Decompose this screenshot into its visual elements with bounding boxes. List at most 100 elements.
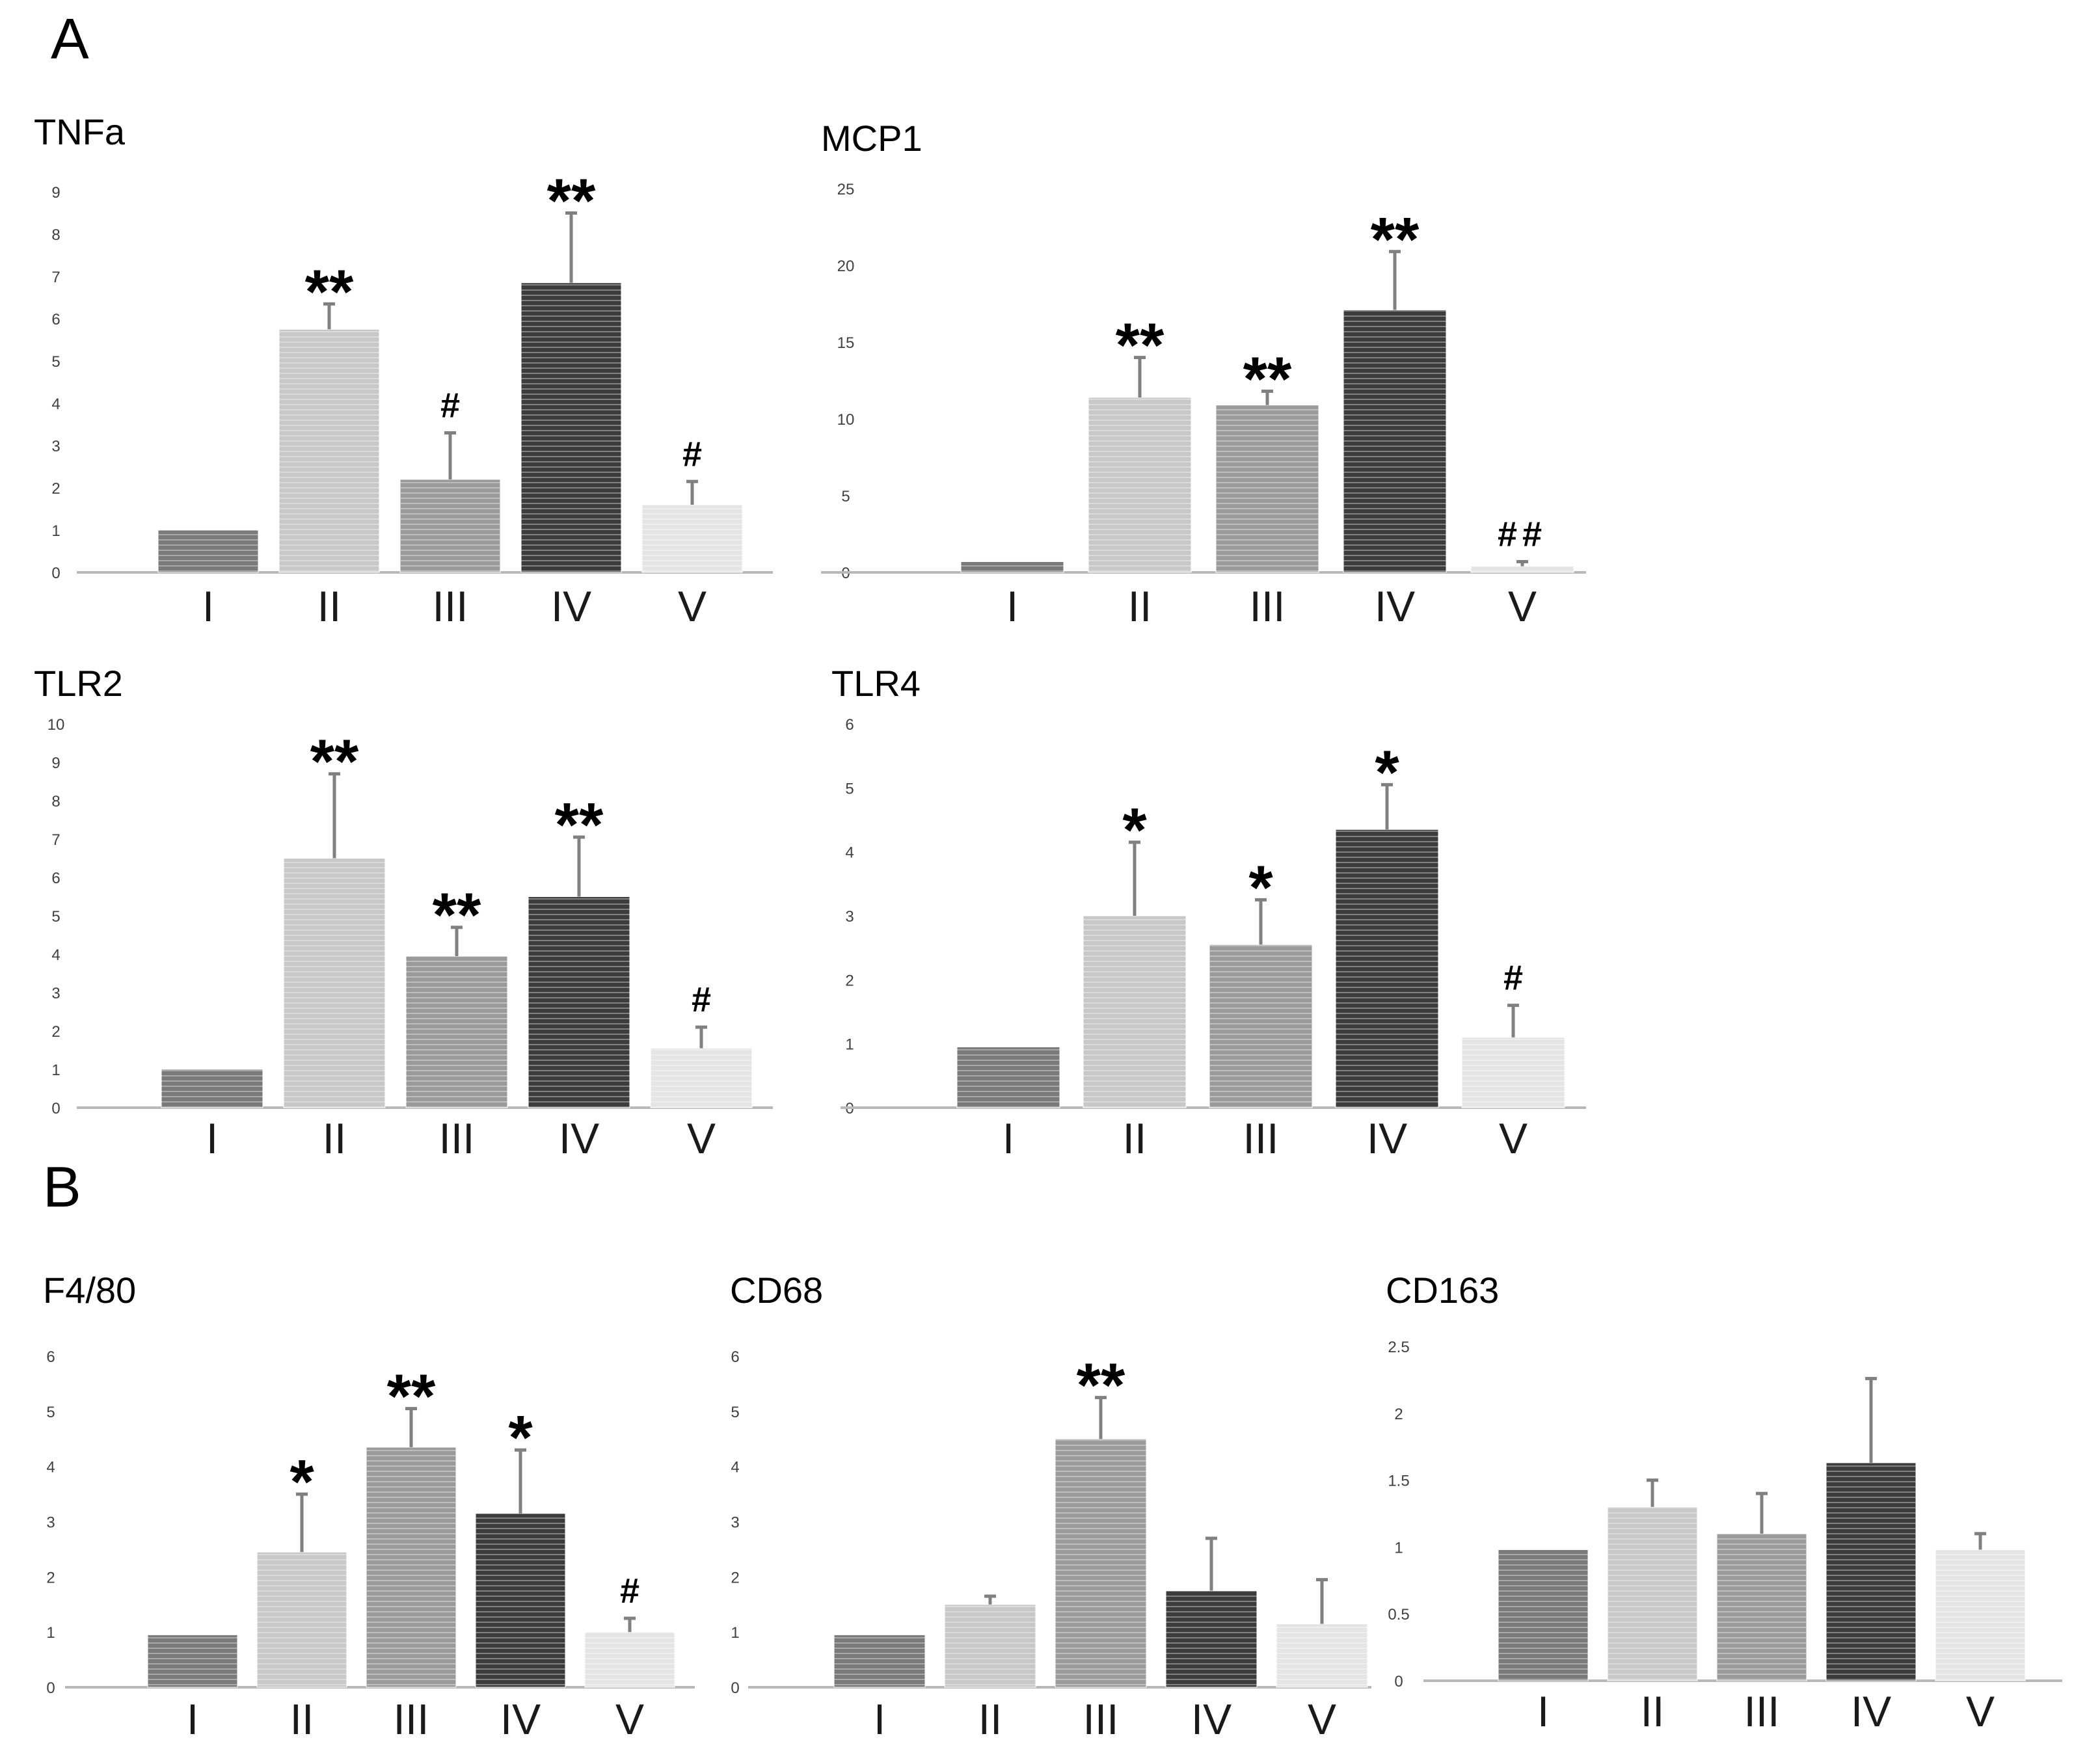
x-category-label: IV [551, 582, 591, 630]
x-category-label: III [1243, 1114, 1278, 1162]
significance-marker: ** [1116, 311, 1165, 381]
x-category-label: V [678, 582, 707, 630]
y-tick-label: 5 [51, 908, 60, 926]
bar-tnfa-iv [520, 282, 622, 573]
y-tick-label: 8 [51, 793, 60, 810]
y-tick-label: 0 [46, 1679, 55, 1697]
y-tick-label: 7 [51, 269, 60, 286]
y-tick-label: 15 [837, 334, 855, 352]
x-category-label: I [1537, 1687, 1549, 1735]
bar-cd68-ii [944, 1604, 1036, 1688]
bar-tnfa-i [157, 529, 259, 573]
y-tick-label: 7 [51, 831, 60, 849]
y-tick-label: 1 [1394, 1539, 1403, 1557]
y-tick-label: 1.5 [1388, 1473, 1409, 1490]
y-tick-label: 0.5 [1388, 1606, 1409, 1624]
y-tick-label: 1 [731, 1624, 739, 1642]
bar-cd68-v [1276, 1623, 1368, 1688]
y-tick-label: 2 [1394, 1406, 1403, 1423]
x-category-label: V [1499, 1114, 1528, 1162]
y-tick-label: 1 [51, 522, 60, 540]
x-category-label: III [393, 1695, 429, 1743]
bar-tnfa-iii [399, 479, 501, 573]
bar-tlr4-iii [1209, 944, 1313, 1108]
y-tick-label: 6 [51, 870, 60, 887]
x-category-label: II [323, 1114, 347, 1162]
y-tick-label: 2 [731, 1569, 739, 1586]
bar-f480-iv [475, 1513, 566, 1688]
significance-marker: ** [1371, 205, 1420, 274]
x-category-label: I [206, 1114, 218, 1162]
y-tick-label: 3 [731, 1514, 739, 1532]
x-category-label: III [1083, 1695, 1118, 1743]
bar-cd163-v [1935, 1549, 2026, 1681]
x-category-label: IV [1367, 1114, 1407, 1162]
bar-f480-i [147, 1634, 238, 1688]
chart-title-tlr2: TLR2 [34, 663, 123, 704]
significance-marker: ** [1077, 1351, 1125, 1421]
x-category-label: III [438, 1114, 474, 1162]
x-category-label: III [1744, 1687, 1779, 1735]
significance-marker: ** [555, 790, 604, 860]
bar-tlr2-v [650, 1048, 753, 1108]
significance-marker: * [290, 1447, 314, 1517]
significance-marker: ** [547, 167, 596, 236]
y-tick-label: 3 [46, 1514, 55, 1532]
bar-tlr4-ii [1083, 915, 1187, 1108]
bar-cd163-ii [1607, 1506, 1698, 1681]
y-tick-label: 3 [51, 438, 60, 455]
x-category-label: I [202, 582, 214, 630]
chart-title-tnfa: TNFa [34, 111, 126, 152]
x-category-label: I [1006, 582, 1018, 630]
y-tick-label: 3 [845, 908, 854, 926]
panel-label-b: B [43, 1155, 81, 1219]
bar-cd68-iii [1055, 1438, 1147, 1688]
bar-cd68-i [833, 1634, 926, 1688]
x-category-label: IV [1191, 1695, 1232, 1743]
y-tick-label: 2 [51, 1023, 60, 1041]
y-tick-label: 9 [51, 184, 60, 202]
bar-tlr2-i [161, 1069, 263, 1108]
chart-title-cd163: CD163 [1386, 1270, 1499, 1311]
chart-tlr2: TLR2 0 1 2 3 4 5 6 7 8 9 10 I ** II ** III ** IV # V [34, 663, 773, 1162]
significance-marker: # [692, 980, 711, 1019]
significance-marker: ** [310, 727, 359, 797]
significance-marker: # [1503, 959, 1523, 998]
y-tick-label: 1 [845, 1036, 854, 1054]
x-category-label: I [187, 1695, 198, 1743]
x-category-label: II [1123, 1114, 1147, 1162]
bar-mcp1-iii [1215, 405, 1319, 573]
x-category-label: II [317, 582, 342, 630]
x-category-label: I [1003, 1114, 1014, 1162]
y-tick-label: 4 [51, 946, 60, 964]
chart-title-mcp1: MCP1 [821, 118, 923, 159]
x-category-label: V [615, 1695, 644, 1743]
y-tick-label: 6 [731, 1348, 739, 1366]
significance-marker: ## [1498, 514, 1547, 554]
bar-cd68-iv [1165, 1590, 1258, 1688]
y-tick-label: 2 [51, 480, 60, 498]
y-tick-label: 10 [47, 716, 65, 734]
significance-marker: # [682, 434, 702, 474]
y-tick-label: 0 [51, 1100, 60, 1117]
x-category-label: IV [1851, 1687, 1891, 1735]
y-tick-label: 1 [46, 1624, 55, 1642]
bar-tlr2-iii [405, 956, 508, 1108]
y-tick-label: 10 [837, 411, 855, 429]
significance-marker: ** [1243, 345, 1292, 414]
y-tick-label: 20 [837, 258, 855, 275]
y-tick-label: 6 [46, 1348, 55, 1366]
chart-title-f480: F4/80 [43, 1270, 136, 1311]
y-tick-label: 8 [51, 226, 60, 244]
x-category-label: III [432, 582, 468, 630]
y-tick-label: 5 [51, 353, 60, 371]
significance-marker: * [1122, 795, 1147, 865]
x-category-label: II [978, 1695, 1003, 1743]
significance-marker: * [508, 1403, 533, 1473]
y-tick-label: 5 [845, 780, 854, 797]
x-category-label: IV [1375, 582, 1415, 630]
significance-marker: # [440, 386, 460, 425]
significance-marker: ** [305, 257, 354, 327]
significance-marker: # [620, 1571, 640, 1610]
